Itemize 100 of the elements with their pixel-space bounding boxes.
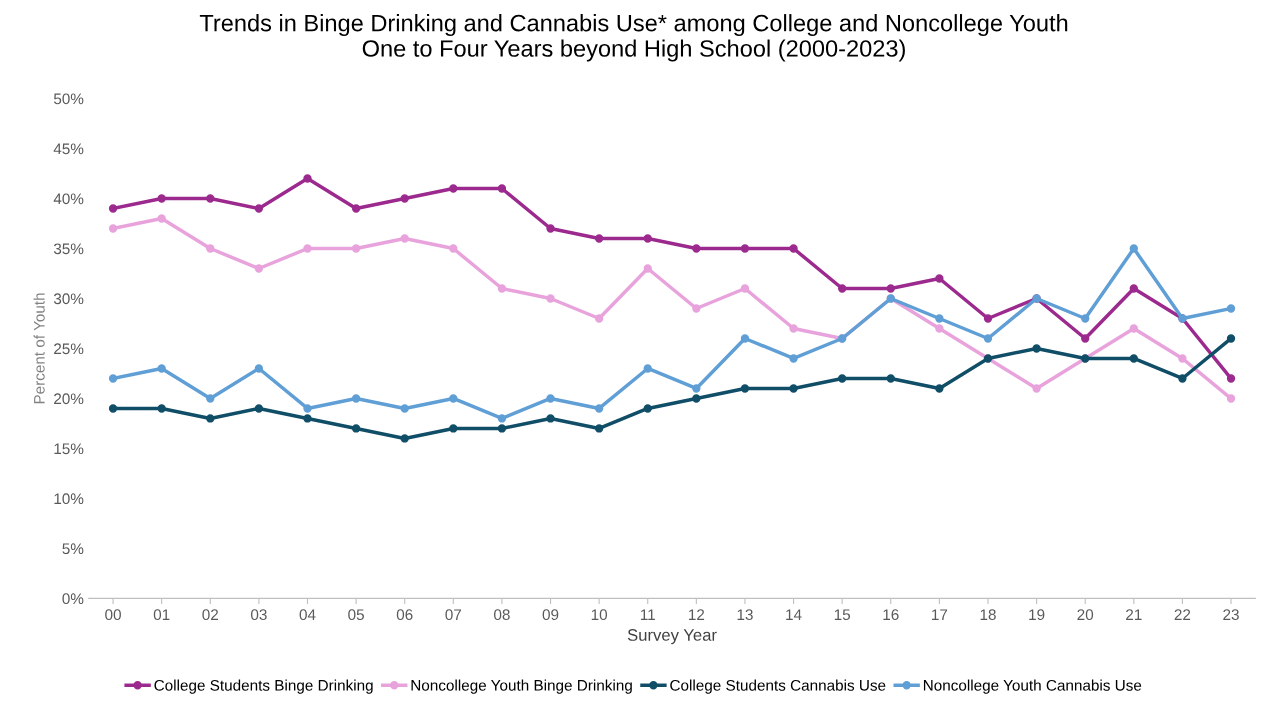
x-tick-label: 01	[153, 609, 170, 621]
x-tick-label: 10	[591, 609, 608, 621]
point	[1129, 324, 1138, 333]
y-tick-label: 20%	[54, 393, 84, 405]
point	[497, 284, 507, 293]
point	[643, 364, 652, 373]
x-tick-label: 04	[299, 609, 316, 621]
point	[449, 184, 458, 193]
point	[157, 364, 166, 373]
point	[1081, 334, 1090, 343]
point	[351, 394, 361, 403]
point	[206, 394, 215, 403]
point	[400, 194, 409, 203]
point	[303, 414, 312, 423]
x-tick-label: 12	[689, 609, 705, 620]
point	[789, 384, 798, 393]
x-tick-label: 02	[202, 609, 219, 621]
point	[886, 284, 895, 293]
y-tick-label: 50%	[53, 93, 84, 105]
point	[935, 384, 944, 393]
y-tick-label: 25%	[54, 343, 84, 355]
point	[1032, 344, 1041, 353]
point	[789, 324, 798, 333]
legend-label: Noncollege Youth Cannabis Use	[923, 679, 1142, 694]
point	[254, 264, 264, 273]
x-axis-title: Survey Year	[627, 629, 717, 645]
x-tick-label: 17	[932, 609, 948, 620]
point	[108, 224, 118, 233]
point	[740, 384, 750, 393]
x-tick-label: 05	[348, 609, 364, 621]
point	[351, 244, 361, 253]
point	[1129, 354, 1138, 363]
chart-title: Trends in Binge Drinking and Cannabis Use* among College and Noncollege Youth One to Four Years beyond High School (2000-2023)	[199, 14, 1068, 62]
point	[400, 234, 409, 243]
point	[206, 244, 215, 253]
point	[254, 204, 264, 213]
point	[594, 314, 604, 323]
point	[643, 264, 652, 273]
point	[935, 274, 944, 283]
x-tick-label: 11	[640, 609, 655, 620]
point	[1226, 394, 1236, 403]
point	[351, 204, 361, 213]
point	[303, 174, 312, 183]
legend-label: College Students Cannabis Use	[670, 679, 886, 694]
point	[692, 244, 701, 253]
point	[497, 184, 507, 193]
point	[157, 404, 166, 413]
x-tick-label: 18	[980, 609, 996, 621]
x-tick-label: 13	[737, 609, 753, 621]
point	[497, 414, 507, 423]
point	[108, 404, 118, 413]
point	[789, 354, 798, 363]
legend-label: College Students Binge Drinking	[154, 679, 373, 694]
x-tick-label: 07	[445, 609, 462, 621]
point	[400, 404, 409, 413]
point	[497, 424, 507, 433]
point	[303, 244, 312, 253]
y-tick-label: 35%	[53, 243, 84, 255]
y-tick-label: 0%	[62, 593, 84, 605]
point	[643, 234, 652, 243]
x-tick-label: 20	[1077, 609, 1094, 621]
x-tick-label: 14	[786, 609, 802, 620]
point	[108, 374, 118, 383]
point	[1129, 244, 1138, 253]
point	[546, 224, 555, 233]
point	[1178, 354, 1187, 363]
x-tick-label: 08	[494, 609, 510, 621]
point	[983, 334, 993, 343]
point	[546, 294, 555, 303]
point	[643, 404, 652, 413]
point	[935, 314, 944, 323]
y-tick-label: 15%	[54, 443, 84, 455]
y-tick-label: 40%	[53, 193, 84, 205]
point	[692, 384, 701, 393]
point	[157, 194, 166, 203]
point	[254, 404, 264, 413]
x-tick-label: 16	[883, 609, 899, 621]
point	[1178, 374, 1187, 383]
point	[254, 364, 264, 373]
point	[594, 424, 604, 433]
point	[594, 234, 604, 243]
point	[594, 404, 604, 413]
point	[1129, 284, 1138, 293]
y-tick-label: 10%	[54, 493, 84, 505]
point	[1032, 384, 1041, 393]
point	[837, 374, 847, 383]
point	[692, 394, 701, 403]
point	[1226, 374, 1236, 383]
point	[400, 434, 409, 443]
point	[449, 244, 458, 253]
point	[740, 334, 750, 343]
point	[206, 414, 215, 423]
point	[1226, 334, 1236, 343]
point	[157, 214, 166, 223]
x-tick-label: 00	[105, 609, 121, 621]
point	[449, 424, 458, 433]
x-tick-label: 03	[250, 609, 267, 621]
point	[935, 324, 944, 333]
point	[546, 414, 555, 423]
x-tick-label: 09	[542, 609, 559, 621]
